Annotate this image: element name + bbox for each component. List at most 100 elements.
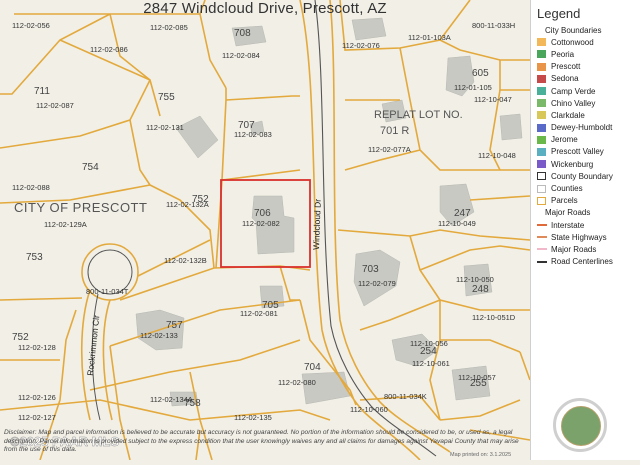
legend-item: Peoria — [537, 48, 640, 60]
parcel-id: 112-02-079 — [358, 279, 396, 288]
parcel-id: 112-02-081 — [240, 309, 278, 318]
county-seal — [553, 398, 607, 452]
parcel-id: 112-02-133 — [140, 331, 178, 340]
legend-item: City Boundaries — [537, 24, 640, 36]
legend-label: Sedona — [551, 74, 579, 84]
legend-swatch — [537, 87, 546, 96]
lot-number: 753 — [26, 252, 43, 263]
lot-number: 703 — [362, 264, 379, 275]
lot-number: 758 — [184, 398, 201, 409]
parcel-id: 112-10-047 — [474, 95, 512, 104]
building-footprint — [249, 120, 265, 136]
building-footprint — [463, 263, 493, 297]
parcel-id: 112-10-050 — [456, 275, 494, 284]
building-footprint — [445, 55, 475, 97]
legend-swatch — [537, 62, 546, 71]
legend-label: Road Centerlines — [551, 257, 613, 267]
lot-number: 708 — [234, 28, 251, 39]
legend-item: Jerome — [537, 134, 640, 146]
legend-swatch — [537, 74, 546, 83]
parcel-id: 112-10-056 — [410, 339, 448, 348]
legend-item: Chino Valley — [537, 97, 640, 109]
legend-line-swatch — [537, 260, 547, 263]
legend-panel: Legend City Boundaries Cottonwood Peoria Pr… — [530, 0, 640, 460]
parcel-id: 112-02-127 — [18, 413, 56, 422]
windcloud-road — [299, 0, 451, 461]
parcel-ids: 112-02-056 112-02-085 112-02-086 112-02-… — [12, 21, 516, 422]
parcel-id: 112-02-084 — [222, 51, 260, 60]
legend-label: Camp Verde — [551, 86, 596, 96]
parcel-id: 112-02-132A — [166, 200, 209, 209]
legend-label: Wickenburg — [551, 159, 594, 169]
parcel-id: 112-02-131 — [146, 123, 184, 132]
legend-label: Cottonwood — [551, 37, 594, 47]
rockrimmon-cul-de-sac — [80, 243, 139, 421]
legend-item: Counties — [537, 182, 640, 194]
legend-label: Prescott — [551, 62, 581, 72]
legend-title: Legend — [537, 6, 581, 21]
parcel-id: 112-02-126 — [18, 393, 56, 402]
lot-numbers: 708 711 755 707 754 752 706 753 757 705 … — [12, 28, 489, 409]
legend-item: State Highways — [537, 231, 640, 243]
lot-number: 247 — [454, 208, 471, 219]
legend-label: Clarkdale — [551, 110, 585, 120]
legend-item: Camp Verde — [537, 85, 640, 97]
building-footprint — [499, 113, 523, 141]
parcel-id: 112-02-088 — [12, 183, 50, 192]
legend-item: Prescott — [537, 61, 640, 73]
map-printed-date: Map printed on: 3.1.2025 — [450, 452, 512, 458]
parcel-id: 800-11-034T — [86, 287, 129, 296]
parcel-id: 112-02-129A — [44, 220, 87, 229]
building-footprint — [351, 17, 387, 41]
legend-swatch — [537, 38, 546, 47]
lot-number: 704 — [304, 362, 321, 373]
legend-item: Road Centerlines — [537, 256, 640, 268]
legend-item: Clarkdale — [537, 109, 640, 121]
parcel-id: 112-02-083 — [234, 130, 272, 139]
parcel-id: 112-02-087 — [36, 101, 74, 110]
lot-number: 254 — [420, 346, 437, 357]
legend-label: Chino Valley — [551, 98, 596, 108]
legend-item: Major Roads — [537, 243, 640, 255]
parcel-id: 112-01-103A — [408, 33, 451, 42]
parcel-id: 112-02-128 — [18, 343, 56, 352]
legend-item: Dewey-Humboldt — [537, 122, 640, 134]
building-footprint — [175, 115, 219, 159]
lot-number: 706 — [254, 208, 271, 219]
building-footprint — [451, 365, 491, 401]
parcel-id: 112-02-135 — [234, 413, 272, 422]
parcel-id: 112-02-086 — [90, 45, 128, 54]
subject-parcel-outline[interactable] — [220, 179, 311, 268]
building-footprint — [169, 391, 199, 407]
legend-heading-spacer — [537, 26, 540, 34]
legend-item: Wickenburg — [537, 158, 640, 170]
building-footprint — [301, 371, 351, 405]
parcel-id: 112-10-049 — [438, 219, 476, 228]
lot-number: 754 — [82, 162, 99, 173]
parcel-id: 112-10-061 — [412, 359, 450, 368]
parcel-id: 112-02-056 — [12, 21, 50, 30]
building-footprint — [391, 333, 439, 367]
legend-line-swatch — [537, 236, 547, 239]
legend-list: City Boundaries Cottonwood Peoria Prescott S… — [537, 24, 640, 268]
parcel-id: 112-10-048 — [478, 151, 516, 160]
lot-number: 711 — [34, 86, 50, 97]
legend-swatch — [537, 50, 546, 59]
legend-label: County Boundary — [551, 171, 613, 181]
legend-heading-spacer — [537, 209, 540, 217]
building-footprints — [135, 17, 523, 407]
legend-item: Interstate — [537, 219, 640, 231]
lot-number: 248 — [472, 284, 489, 295]
legend-swatch — [537, 184, 546, 193]
legend-label: Counties — [551, 184, 583, 194]
road-label-windcloud: Windcloud Dr — [311, 199, 323, 251]
lot-number: 757 — [166, 320, 183, 331]
legend-line-swatch — [537, 224, 547, 227]
parcel-id: 112-02-080 — [278, 378, 316, 387]
parcel-id: 112-01-105 — [454, 83, 492, 92]
page-title: 2847 Windcloud Drive, Prescott, AZ — [143, 0, 387, 17]
lot-number: 705 — [262, 300, 279, 311]
building-footprint — [381, 99, 407, 123]
legend-item: Major Roads — [537, 207, 640, 219]
